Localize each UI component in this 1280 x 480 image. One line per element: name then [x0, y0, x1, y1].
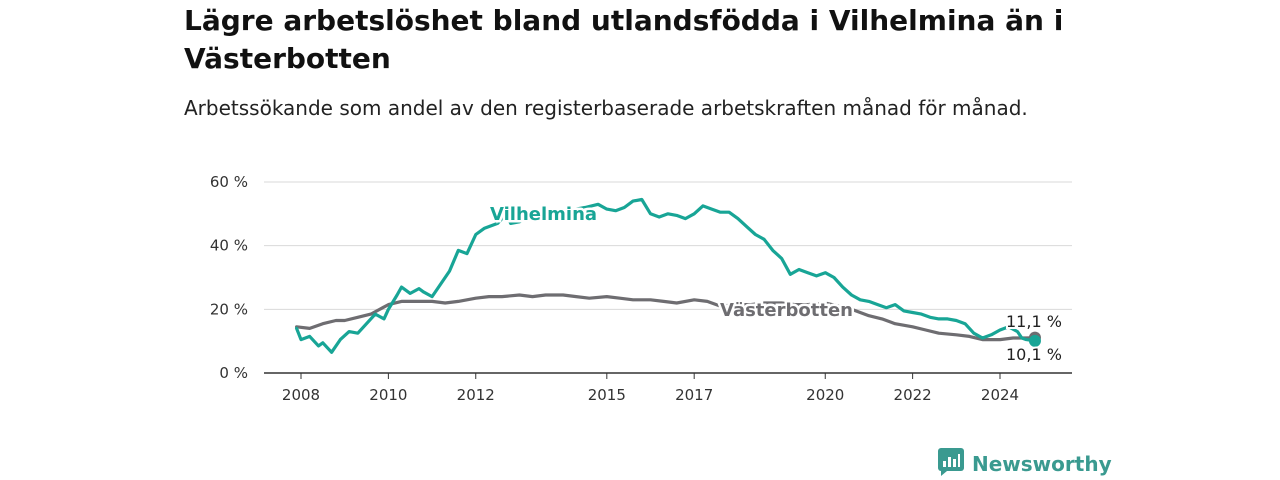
brand-name: Newsworthy: [972, 452, 1112, 476]
x-tick-label: 2017: [675, 386, 713, 404]
series-lines: [295, 197, 1041, 354]
chart-title: Lägre arbetslöshet bland utlandsfödda i …: [184, 4, 1064, 75]
gridlines: [264, 181, 1072, 310]
y-tick-label: 0 %: [219, 364, 248, 382]
series-name-label: Vilhelmina: [490, 204, 597, 225]
series-end-value-label: 10,1 %: [1006, 345, 1062, 364]
series-line-vasterbotten: [295, 293, 1037, 342]
x-tick-label: 2015: [588, 386, 626, 404]
x-tick-label: 2022: [894, 386, 932, 404]
series-labels: Vilhelmina Västerbotten 11,1 % 10,1 %: [488, 202, 1064, 367]
newsworthy-logo-icon: [938, 448, 964, 480]
x-tick-label: 2024: [981, 386, 1019, 404]
x-tick-label: 2012: [457, 386, 495, 404]
y-tick-label: 40 %: [210, 237, 248, 255]
series-name-label: Västerbotten: [720, 300, 853, 321]
x-axis: 2008 2010 2012 2015 2017 2020 2022 2024: [264, 372, 1072, 404]
series-end-point: [1028, 334, 1041, 347]
x-tick-label: 2010: [369, 386, 407, 404]
series-line-vilhelmina: [295, 197, 1037, 354]
x-tick-label: 2008: [282, 386, 320, 404]
y-tick-label: 20 %: [210, 300, 248, 318]
y-tick-label: 60 %: [210, 173, 248, 191]
y-axis-ticks: 0 % 20 % 40 % 60 %: [210, 173, 248, 382]
brand-logo[interactable]: Newsworthy: [938, 448, 1112, 480]
chart-subtitle: Arbetssökande som andel av den registerb…: [184, 96, 1028, 120]
series-end-value-label: 11,1 %: [1006, 312, 1062, 331]
x-tick-label: 2020: [806, 386, 844, 404]
